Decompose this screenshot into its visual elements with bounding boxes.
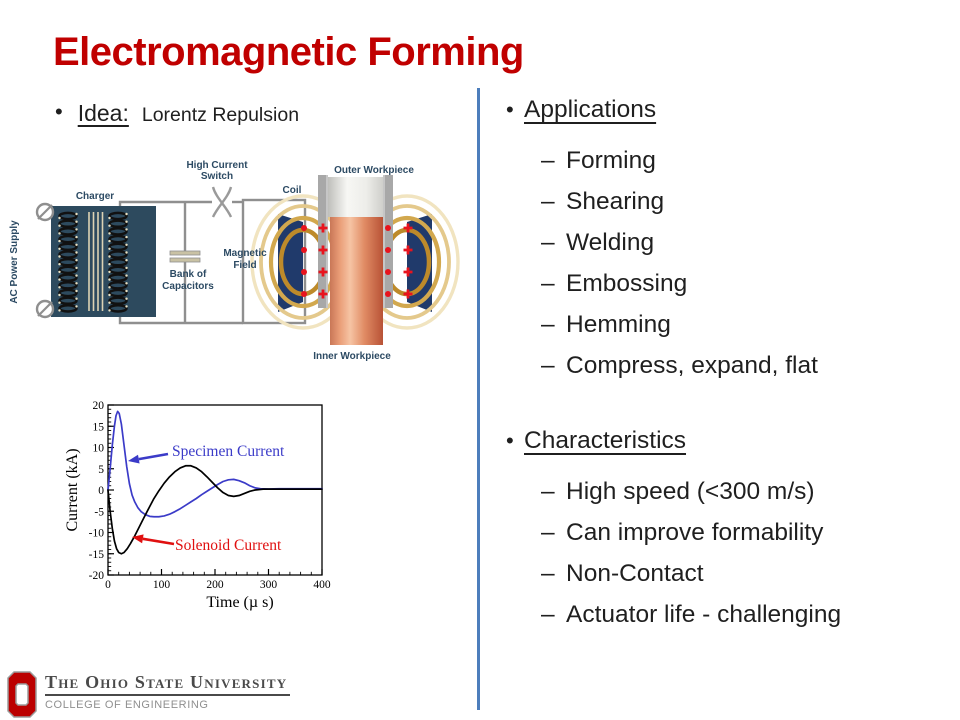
transformer-core: [88, 212, 104, 311]
idea-text: Lorentz Repulsion: [141, 104, 300, 126]
diagram-svg: AC Power Supply Charger High Current Swi…: [9, 160, 460, 362]
svg-text:-5: -5: [94, 506, 104, 518]
item-hemming: Hemming: [566, 310, 671, 338]
label-inner-workpiece: Inner Workpiece: [313, 351, 391, 362]
y-axis-title: Current (kA): [64, 448, 81, 531]
item-forming: Forming: [566, 146, 656, 174]
label-capacitors-2: Capacitors: [162, 281, 214, 292]
solenoid-current-label: Solenoid Current: [175, 537, 282, 554]
label-magnetic-2: Field: [233, 260, 256, 271]
svg-text:10: 10: [93, 443, 105, 455]
svg-text:15: 15: [93, 421, 105, 433]
specimen-arrow-icon: [128, 452, 169, 464]
dash-icon: –: [541, 477, 555, 505]
item-formability: Can improve formability: [566, 518, 824, 546]
item-non-contact: Non-Contact: [566, 559, 704, 587]
list-item: – Embossing: [496, 263, 956, 304]
list-item: – High speed (<300 m/s): [496, 471, 956, 512]
bullet-icon: •: [506, 97, 514, 122]
list-item: – Non-Contact: [496, 553, 956, 594]
item-high-speed: High speed (<300 m/s): [566, 477, 815, 505]
svg-text:200: 200: [206, 579, 224, 591]
label-switch-1: High Current: [186, 160, 248, 171]
idea-bullet-line: • Idea: Lorentz Repulsion: [55, 99, 300, 127]
chart-svg: 0 100 200 300 400 -20 -15 -10 -5 0 5 10 15 20 Specime…: [64, 400, 331, 611]
college-name: COLLEGE OF ENGINEERING: [45, 699, 209, 711]
coil-block-left: [278, 214, 303, 312]
svg-text:-20: -20: [89, 570, 105, 582]
x-axis-title: Time (µ s): [206, 594, 273, 611]
dash-icon: –: [541, 228, 555, 256]
switch-icon: [211, 186, 233, 218]
current-direction-markers: [301, 223, 413, 299]
characteristics-heading-line: • Characteristics: [496, 427, 956, 471]
bullet-icon: •: [506, 428, 514, 453]
label-ac-power-supply: AC Power Supply: [9, 220, 20, 304]
list-item: – Can improve formability: [496, 512, 956, 553]
right-column: • Applications – Forming – Shearing – Weldi…: [496, 96, 956, 635]
svg-text:-15: -15: [89, 549, 105, 561]
footer-divider: [45, 694, 290, 696]
bullet-icon: •: [55, 99, 63, 124]
item-welding: Welding: [566, 228, 655, 256]
capacitor-icon: [169, 250, 201, 263]
column-divider: [477, 88, 480, 710]
label-capacitors-1: Bank of: [170, 269, 207, 280]
item-actuator-life: Actuator life - challenging: [566, 600, 842, 628]
svg-text:300: 300: [260, 579, 278, 591]
dash-icon: –: [541, 187, 555, 215]
slide-title: Electromagnetic Forming: [53, 30, 524, 74]
label-outer-workpiece: Outer Workpiece: [334, 165, 414, 176]
solenoid-arrow-icon: [132, 534, 175, 546]
svg-text:0: 0: [105, 579, 111, 591]
svg-text:20: 20: [93, 400, 105, 412]
dash-icon: –: [541, 146, 555, 174]
dash-icon: –: [541, 518, 555, 546]
list-item: – Compress, expand, flat: [496, 345, 956, 386]
dash-icon: –: [541, 310, 555, 338]
list-item: – Hemming: [496, 304, 956, 345]
ac-terminal-icons: [35, 202, 55, 319]
item-shearing: Shearing: [566, 187, 665, 215]
current-time-chart: 0 100 200 300 400 -20 -15 -10 -5 0 5 10 15 20 Specime…: [62, 393, 362, 625]
svg-text:0: 0: [98, 485, 104, 497]
charger-box: [51, 206, 156, 317]
label-magnetic-1: Magnetic: [223, 248, 267, 259]
item-embossing: Embossing: [566, 269, 688, 297]
dash-icon: –: [541, 600, 555, 628]
coil-frame: [241, 198, 307, 325]
inner-workpiece-tube: [330, 217, 383, 345]
list-item: – Forming: [496, 140, 956, 181]
list-item: – Shearing: [496, 181, 956, 222]
plot-area: 0 100 200 300 400 -20 -15 -10 -5 0 5 10 15 20: [89, 400, 331, 591]
list-item: – Welding: [496, 222, 956, 263]
outer-workpiece-cylinder: [328, 177, 383, 217]
list-item: – Actuator life - challenging: [496, 594, 956, 635]
characteristics-heading: Characteristics: [524, 427, 687, 454]
label-coil: Coil: [283, 185, 302, 196]
svg-text:400: 400: [313, 579, 331, 591]
item-compress-expand-flat: Compress, expand, flat: [566, 351, 818, 379]
svg-text:-10: -10: [89, 528, 105, 540]
dash-icon: –: [541, 351, 555, 379]
outer-workpiece-walls: [318, 175, 393, 308]
coil-block-right: [407, 214, 432, 312]
osu-block-o-logo: [7, 671, 37, 718]
em-forming-diagram: AC Power Supply Charger High Current Swi…: [5, 148, 475, 395]
label-switch-2: Switch: [201, 171, 233, 182]
university-name: The Ohio State University: [45, 672, 288, 692]
dash-icon: –: [541, 559, 555, 587]
label-charger: Charger: [76, 191, 114, 202]
svg-text:100: 100: [153, 579, 171, 591]
applications-heading: Applications: [524, 96, 657, 123]
applications-heading-line: • Applications: [496, 96, 956, 140]
specimen-current-label: Specimen Current: [172, 443, 285, 460]
dash-icon: –: [541, 269, 555, 297]
idea-label: Idea:: [77, 100, 129, 126]
section-gap: [496, 386, 956, 427]
transformer-coils: [58, 211, 128, 313]
svg-text:5: 5: [98, 464, 104, 476]
